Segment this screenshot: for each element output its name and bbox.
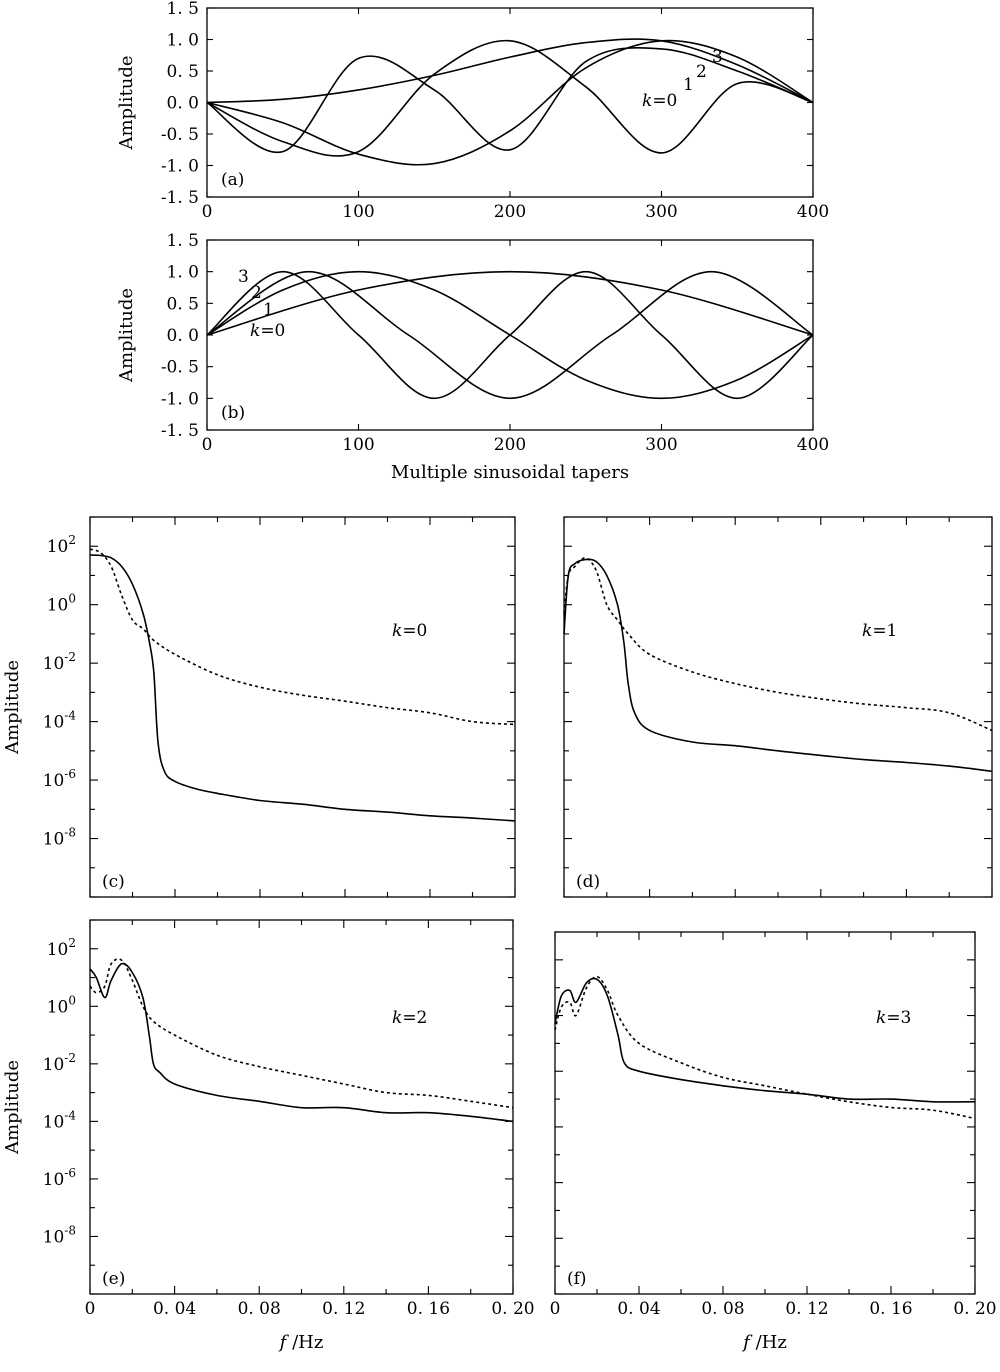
curve-label: k=1 bbox=[862, 621, 897, 641]
y-tick-label: 10-6 bbox=[43, 767, 76, 791]
y-tick-label: 1. 0 bbox=[167, 263, 199, 283]
y-tick-label: -0. 5 bbox=[161, 125, 199, 145]
x-axis-title: f /Hz bbox=[741, 1332, 787, 1353]
curve-label: k=0 bbox=[250, 321, 285, 341]
curve-label: k=2 bbox=[392, 1008, 427, 1028]
y-tick-label: -1. 0 bbox=[161, 157, 199, 177]
series-line-dotted bbox=[554, 975, 976, 1120]
series-line-2 bbox=[206, 270, 814, 400]
y-tick-label: 10-4 bbox=[43, 709, 77, 733]
curve-label: k=3 bbox=[876, 1008, 911, 1028]
y-axis-title: Amplitude bbox=[2, 1060, 23, 1155]
x-tick-label: 200 bbox=[494, 435, 526, 455]
series-line-dotted bbox=[563, 557, 993, 732]
x-tick-label: 0 bbox=[202, 435, 213, 455]
y-tick-label: 10-2 bbox=[43, 1051, 76, 1075]
series-line-k0 bbox=[206, 38, 814, 104]
y-tick-label: 10-6 bbox=[43, 1166, 76, 1190]
curve-label: 3 bbox=[238, 267, 249, 287]
x-tick-label: 0 bbox=[85, 1299, 96, 1319]
y-tick-label: 10-2 bbox=[43, 650, 76, 674]
panel-label: (b) bbox=[221, 403, 245, 423]
x-tick-label: 0. 04 bbox=[617, 1299, 660, 1319]
x-tick-label: 0. 16 bbox=[407, 1299, 450, 1319]
panel-label: (c) bbox=[102, 872, 125, 892]
series-line-solid bbox=[89, 962, 514, 1123]
series-line-3 bbox=[206, 46, 814, 154]
plot-frame bbox=[89, 516, 516, 898]
plot-frame bbox=[563, 516, 993, 898]
x-tick-label: 0. 04 bbox=[153, 1299, 196, 1319]
series-line-1 bbox=[206, 39, 814, 166]
x-axis-title: f /Hz bbox=[278, 1332, 324, 1353]
series-line-solid bbox=[89, 554, 516, 822]
curve-label: 3 bbox=[712, 47, 723, 67]
y-tick-label: 0. 5 bbox=[167, 294, 199, 314]
y-tick-label: 0. 5 bbox=[167, 62, 199, 82]
x-tick-label: 300 bbox=[645, 202, 677, 222]
curve-label: k=0 bbox=[392, 621, 427, 641]
y-tick-label: 100 bbox=[47, 592, 76, 616]
x-tick-label: 100 bbox=[342, 202, 374, 222]
curve-label: 1 bbox=[263, 300, 274, 320]
curve-label: 1 bbox=[683, 75, 694, 95]
y-axis-title: Amplitude bbox=[2, 660, 23, 755]
series-line-solid bbox=[554, 977, 976, 1103]
series-line-2 bbox=[206, 39, 814, 157]
x-tick-label: 400 bbox=[797, 435, 829, 455]
x-tick-label: 0. 20 bbox=[953, 1299, 996, 1319]
x-tick-label: 200 bbox=[494, 202, 526, 222]
x-tick-label: 0. 08 bbox=[701, 1299, 744, 1319]
x-tick-label: 400 bbox=[797, 202, 829, 222]
y-tick-label: -1. 5 bbox=[161, 421, 199, 441]
panel-label: (e) bbox=[102, 1269, 125, 1289]
y-tick-label: 10-4 bbox=[43, 1108, 77, 1132]
x-tick-label: 100 bbox=[342, 435, 374, 455]
x-tick-label: 0. 08 bbox=[238, 1299, 281, 1319]
x-tick-label: 0. 12 bbox=[322, 1299, 365, 1319]
x-tick-label: 0. 12 bbox=[785, 1299, 828, 1319]
panel-label: (f) bbox=[567, 1269, 587, 1289]
y-tick-label: -1. 5 bbox=[161, 188, 199, 208]
y-tick-label: 102 bbox=[47, 533, 76, 557]
x-tick-label: 0 bbox=[202, 202, 213, 222]
series-line-3 bbox=[206, 270, 814, 400]
plot-frame bbox=[554, 931, 976, 1295]
y-tick-label: 0. 0 bbox=[167, 326, 199, 346]
y-tick-label: 1. 0 bbox=[167, 31, 199, 51]
x-tick-label: 0. 20 bbox=[491, 1299, 534, 1319]
y-tick-label: 1. 5 bbox=[167, 231, 199, 251]
x-tick-label: 300 bbox=[645, 435, 677, 455]
panel-label: (a) bbox=[221, 170, 244, 190]
y-axis-title: Amplitude bbox=[116, 288, 137, 383]
curve-label: 2 bbox=[696, 62, 707, 82]
y-tick-label: 10-8 bbox=[43, 1223, 76, 1247]
y-tick-label: -0. 5 bbox=[161, 358, 199, 378]
series-line-dotted bbox=[89, 548, 516, 726]
y-tick-label: -1. 0 bbox=[161, 389, 199, 409]
curve-label: k=0 bbox=[642, 91, 677, 111]
plot-frame bbox=[206, 7, 814, 198]
y-axis-title: Amplitude bbox=[116, 55, 137, 150]
series-line-dotted bbox=[89, 958, 514, 1109]
y-tick-label: 100 bbox=[47, 993, 76, 1017]
y-tick-label: 1. 5 bbox=[167, 0, 199, 19]
y-tick-label: 10-8 bbox=[43, 826, 76, 850]
x-tick-label: 0. 16 bbox=[869, 1299, 912, 1319]
y-tick-label: 102 bbox=[47, 936, 76, 960]
curve-label: 2 bbox=[251, 283, 262, 303]
x-axis-title: Multiple sinusoidal tapers bbox=[391, 462, 629, 483]
panel-label: (d) bbox=[576, 872, 600, 892]
series-line-solid bbox=[563, 558, 993, 773]
y-tick-label: 0. 0 bbox=[167, 94, 199, 114]
x-tick-label: 0 bbox=[550, 1299, 561, 1319]
series-line-k0 bbox=[206, 270, 814, 336]
